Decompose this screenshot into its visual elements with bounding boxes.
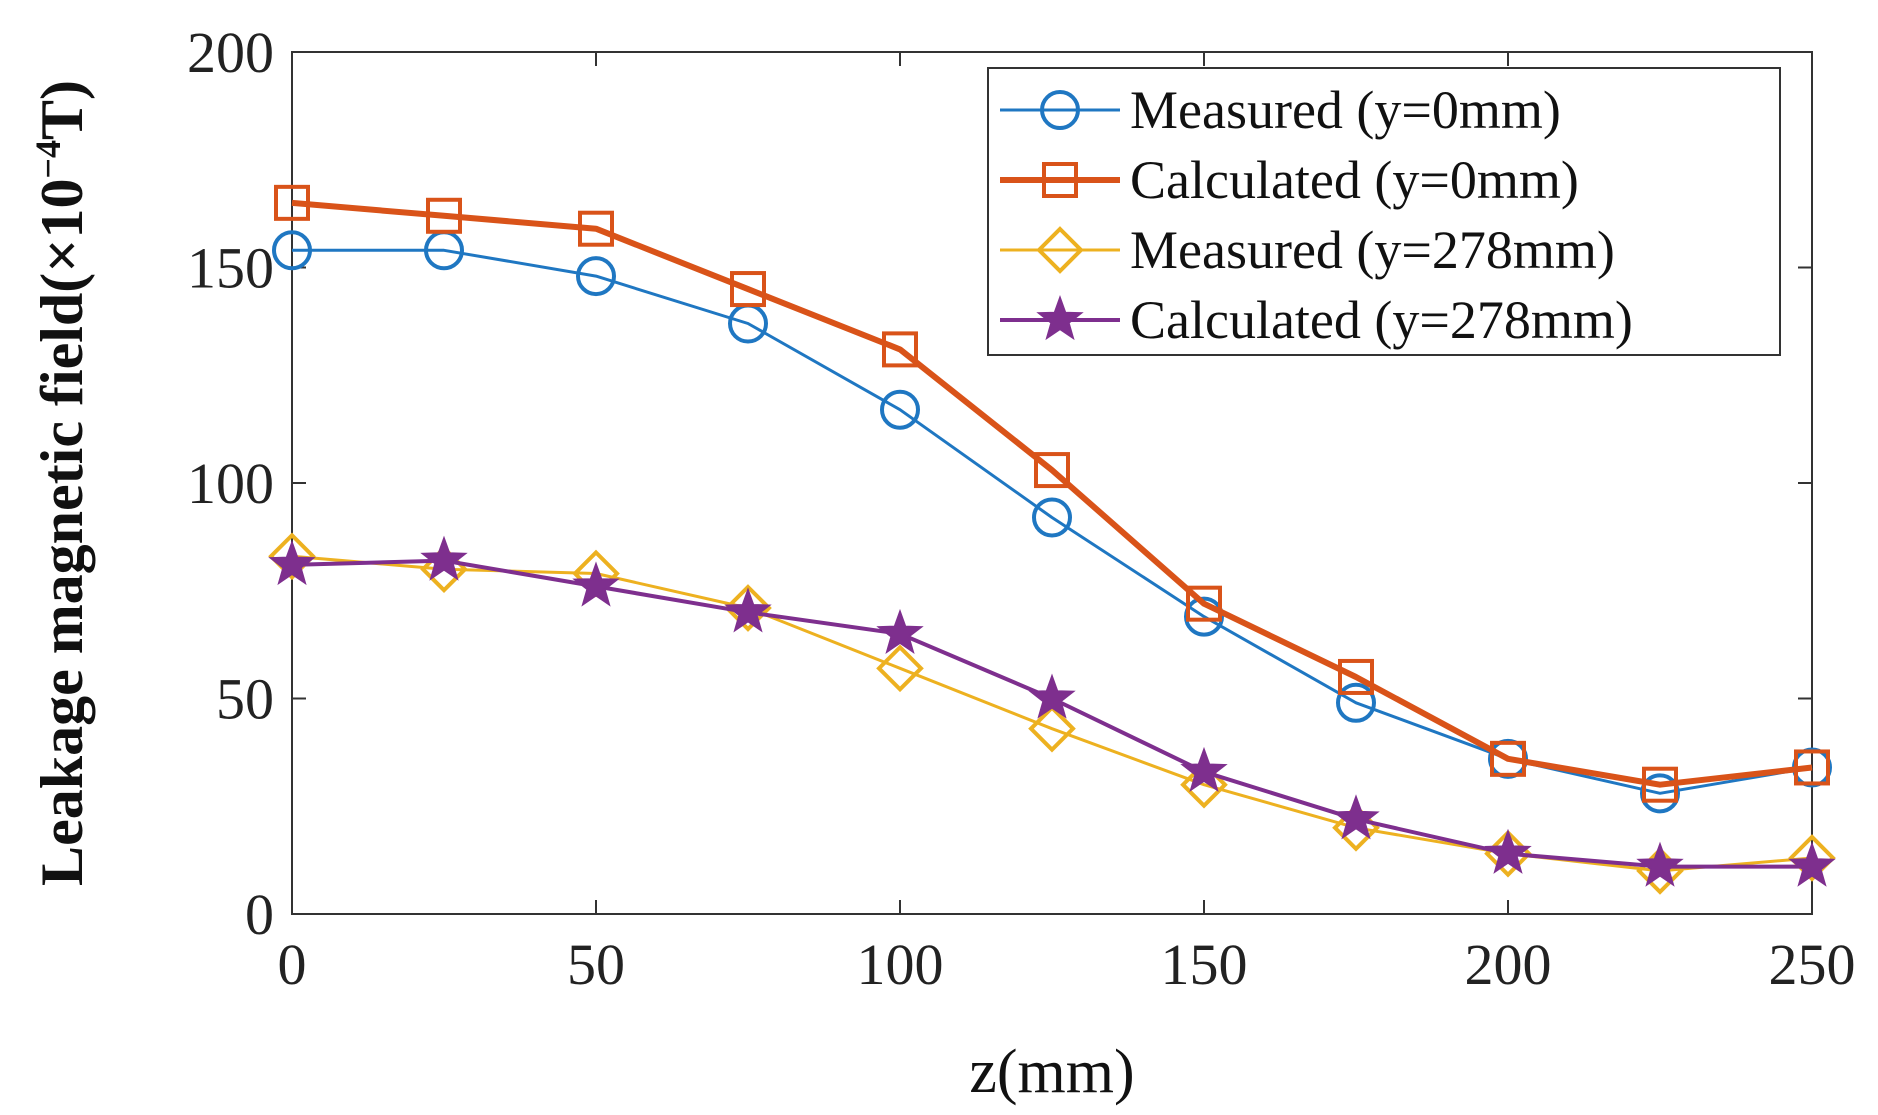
legend-entry: Calculated (y=0mm) (1000, 150, 1579, 210)
legend-entry: Calculated (y=278mm) (1000, 290, 1633, 350)
data-point (876, 644, 924, 693)
y-axis-title: Leakage magnetic field(×10−4T) (28, 80, 95, 886)
data-point (876, 608, 924, 654)
data-point (1180, 746, 1228, 792)
data-point (1642, 766, 1678, 803)
data-point (576, 256, 616, 297)
legend-label: Calculated (y=0mm) (1130, 150, 1579, 210)
data-point (1032, 497, 1072, 538)
data-point (1484, 828, 1532, 874)
legend-label: Calculated (y=278mm) (1130, 290, 1633, 350)
y-tick-label: 100 (187, 451, 274, 516)
data-point (272, 230, 312, 271)
y-axis-title-unit: T) (29, 80, 95, 140)
data-point (882, 331, 918, 368)
legend-entry: Measured (y=278mm) (1000, 220, 1615, 280)
series-layer (268, 184, 1836, 895)
x-tick-label: 100 (857, 932, 944, 997)
legend-entry: Measured (y=0mm) (1000, 80, 1561, 140)
y-axis: 0 50 100 150 200 (187, 20, 1812, 947)
data-point (1788, 834, 1836, 882)
x-tick-label: 250 (1769, 932, 1856, 997)
data-point (724, 587, 772, 633)
data-point (1636, 841, 1684, 887)
series-4 (268, 535, 1836, 887)
series-2 (274, 184, 1830, 803)
data-point (1336, 682, 1376, 723)
data-point (1332, 794, 1380, 840)
x-tick-label: 150 (1161, 932, 1248, 997)
x-tick-label: 200 (1465, 932, 1552, 997)
x-tick-label: 50 (567, 932, 625, 997)
x-axis: 0 50 100 150 200 250 (278, 52, 1856, 997)
data-point (274, 184, 310, 221)
data-point (1788, 841, 1836, 887)
y-tick-label: 50 (216, 667, 274, 732)
legend-marker (1036, 295, 1084, 341)
legend-label: Measured (y=0mm) (1130, 80, 1561, 140)
x-axis-title: z(mm) (969, 1038, 1134, 1106)
data-point (426, 197, 462, 234)
legend-marker (1036, 226, 1084, 274)
data-point (268, 532, 316, 581)
series-line (291, 199, 1813, 788)
y-tick-label: 150 (187, 236, 274, 301)
legend-label: Measured (y=278mm) (1130, 220, 1615, 280)
legend-box (987, 67, 1781, 356)
legend-marker (1042, 162, 1078, 198)
data-point (1028, 704, 1076, 753)
data-point (880, 389, 920, 430)
data-point (268, 539, 316, 586)
y-tick-label: 0 (245, 882, 274, 947)
data-point (1186, 585, 1222, 622)
y-axis-title-main: Leakage magnetic field(×10 (29, 179, 95, 886)
data-point (578, 210, 614, 247)
data-point (420, 535, 468, 581)
data-point (1490, 740, 1526, 777)
data-point (572, 561, 620, 607)
data-point (730, 271, 766, 308)
data-point (1794, 749, 1830, 786)
y-axis-title-exponent: −4 (28, 140, 68, 179)
data-point (1028, 673, 1076, 719)
data-point (1034, 452, 1070, 489)
data-point (1338, 658, 1374, 695)
legend: Measured (y=0mm) Calculated (y=0mm) Measur… (987, 67, 1781, 356)
data-point (724, 584, 772, 632)
x-tick-label: 0 (278, 932, 307, 997)
y-tick-label: 200 (187, 20, 274, 85)
legend-marker (1040, 90, 1080, 130)
